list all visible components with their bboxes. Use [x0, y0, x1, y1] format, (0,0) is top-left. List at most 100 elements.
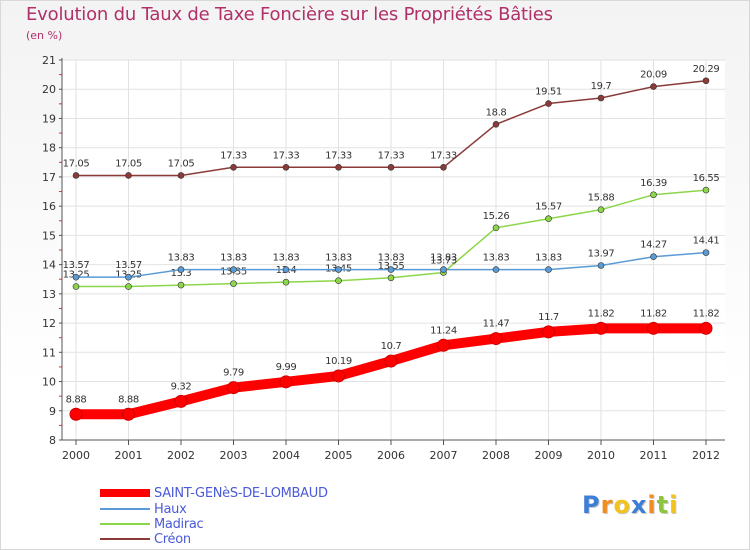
legend-swatch-haux	[100, 508, 150, 510]
data-point-haux	[492, 266, 500, 273]
data-label-saint-genes: 10.7	[381, 341, 402, 352]
data-label-madirac: 13.55	[378, 261, 405, 272]
data-point-saint-genes	[542, 325, 555, 339]
data-point-haux	[177, 266, 185, 273]
data-point-saint-genes	[174, 394, 188, 408]
legend-swatch-saint-genes	[100, 489, 150, 497]
y-tick-label: 13	[42, 288, 56, 301]
data-label-haux: 13.83	[273, 253, 300, 264]
data-point-creon	[597, 94, 605, 102]
y-tick-label: 20	[42, 83, 56, 96]
data-point-creon	[230, 163, 237, 171]
data-label-saint-genes: 11.7	[538, 312, 559, 323]
data-label-creon: 20.29	[693, 64, 720, 75]
data-label-madirac: 15.26	[483, 211, 510, 222]
data-label-haux: 13.83	[535, 253, 562, 264]
data-point-madirac	[702, 186, 710, 194]
data-label-creon: 19.7	[591, 81, 612, 92]
y-tick-label: 8	[49, 434, 56, 447]
data-point-haux	[650, 253, 657, 261]
data-label-creon: 17.33	[378, 150, 405, 161]
data-point-haux	[597, 262, 605, 269]
legend-label-madirac: Madirac	[154, 516, 204, 532]
plot-area	[62, 60, 725, 440]
y-tick-label: 12	[42, 317, 56, 330]
x-tick-label: 2011	[640, 449, 668, 462]
data-point-madirac	[597, 206, 605, 213]
data-point-creon	[702, 77, 710, 85]
data-point-haux	[282, 266, 290, 273]
x-tick-label: 2007	[430, 449, 458, 462]
data-label-madirac: 13.73	[430, 256, 457, 267]
x-tick-label: 2012	[692, 449, 720, 462]
legend-item-creon: Créon	[100, 531, 191, 547]
data-label-saint-genes: 9.32	[171, 381, 192, 392]
data-point-madirac	[387, 274, 395, 282]
y-tick-label: 11	[42, 346, 56, 359]
data-label-saint-genes: 8.88	[66, 394, 87, 405]
y-tick-label: 17	[42, 171, 56, 184]
legend-swatch-creon	[100, 538, 150, 540]
data-label-haux: 13.83	[378, 253, 405, 264]
data-point-creon	[335, 163, 342, 171]
data-point-madirac	[72, 283, 80, 290]
data-label-creon: 17.05	[63, 158, 90, 169]
data-label-saint-genes: 11.24	[430, 325, 457, 336]
data-point-saint-genes	[384, 354, 398, 368]
logo-letter: x	[630, 491, 648, 519]
data-point-haux	[545, 266, 552, 273]
data-label-creon: 17.33	[220, 150, 247, 161]
data-point-madirac	[545, 215, 552, 223]
y-tick-label: 18	[42, 142, 56, 155]
legend-item-saint-genes: SAINT-GENèS-DE-LOMBAUD	[100, 485, 328, 501]
x-tick-label: 2003	[220, 449, 248, 462]
data-point-saint-genes	[699, 321, 713, 335]
logo-letter: i	[647, 491, 657, 519]
y-tick-label: 15	[42, 229, 56, 242]
data-point-creon	[440, 163, 447, 171]
x-tick-label: 2002	[167, 449, 195, 462]
data-point-haux	[440, 266, 447, 273]
legend-label-haux: Haux	[154, 501, 187, 517]
data-point-madirac	[177, 281, 185, 289]
y-tick-label: 19	[42, 112, 56, 125]
data-point-haux	[72, 273, 80, 281]
data-point-saint-genes	[489, 332, 503, 346]
logo-letter: i	[669, 491, 679, 519]
data-label-haux: 13.83	[325, 253, 352, 264]
data-label-saint-genes: 11.47	[483, 319, 510, 330]
data-label-creon: 17.33	[325, 150, 352, 161]
data-point-madirac	[492, 224, 500, 232]
data-point-madirac	[282, 278, 290, 286]
data-point-haux	[387, 266, 395, 273]
y-axis-unit: (en %)	[26, 29, 63, 42]
data-point-saint-genes	[279, 375, 293, 389]
x-tick-label: 2000	[62, 449, 90, 462]
data-label-haux: 13.83	[430, 253, 457, 264]
data-label-haux: 13.83	[483, 253, 510, 264]
data-label-creon: 19.51	[535, 87, 562, 98]
data-point-creon	[125, 172, 132, 179]
data-label-haux: 13.83	[168, 253, 195, 264]
data-point-creon	[72, 172, 80, 179]
data-label-madirac: 15.88	[588, 193, 615, 204]
data-point-madirac	[125, 283, 132, 290]
data-point-creon	[387, 163, 395, 171]
data-label-haux: 13.57	[63, 260, 90, 271]
y-tick-label: 14	[42, 259, 56, 272]
data-label-haux: 13.83	[220, 253, 247, 264]
data-point-haux	[230, 266, 237, 273]
data-label-creon: 17.05	[168, 158, 195, 169]
data-label-haux: 14.41	[693, 236, 720, 247]
data-point-saint-genes	[332, 369, 345, 383]
y-tick-label: 9	[49, 405, 56, 418]
data-point-madirac	[230, 280, 237, 287]
logo-letter: r	[600, 491, 614, 519]
data-point-creon	[282, 163, 290, 171]
legend-item-haux: Haux	[100, 501, 187, 517]
x-tick-label: 2009	[535, 449, 563, 462]
logo-letter: o	[613, 491, 631, 519]
data-label-creon: 18.8	[486, 107, 507, 118]
legend-label-saint-genes: SAINT-GENèS-DE-LOMBAUD	[154, 485, 328, 501]
